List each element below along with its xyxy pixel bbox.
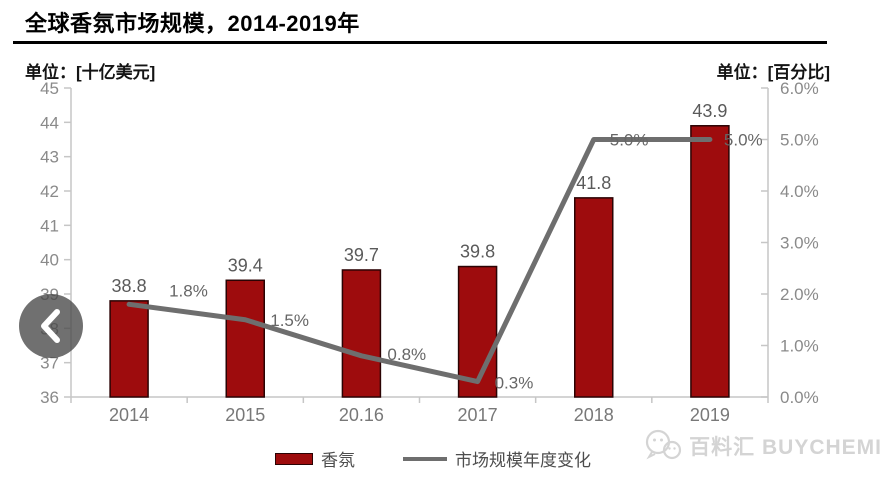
bar-value-label: 41.8 [576,173,611,193]
right-axis-tick-label: 2.0% [780,285,819,304]
unit-label-right: 单位：[百分比] [716,63,830,82]
left-axis-tick-label: 41 [40,216,59,235]
left-axis-tick-label: 45 [40,79,59,98]
chart-title: 全球香氛市场规模，2014-2019年 [25,11,360,36]
bar-value-label: 43.9 [692,101,727,121]
x-axis-category-label: 2014 [109,405,149,425]
line-point-label: 5.0% [724,131,763,150]
right-axis-tick-label: 1.0% [780,337,819,356]
right-axis-tick-label: 0.0% [780,388,819,407]
left-axis-tick-label: 42 [40,182,59,201]
bar-value-label: 38.8 [112,276,147,296]
line-point-label: 5.0% [610,131,649,150]
left-axis-tick-label: 44 [40,113,59,132]
left-axis-tick-label: 37 [40,354,59,373]
x-axis-category-label: 2019 [690,405,730,425]
bar-series-swatch [275,452,313,465]
left-axis-tick-label: 36 [40,388,59,407]
legend-item-bar-series: 香氛 [275,446,355,471]
units-row: 单位：[十亿美元] 单位：[百分比] [25,58,830,83]
growth-rate-line [126,137,713,385]
bar-value-label: 39.4 [228,255,263,275]
chat-bubbles-icon [646,429,682,460]
bar-2015 [225,279,265,398]
x-axis-category-label: 20.16 [339,405,384,425]
right-axis-tick-label: 4.0% [780,182,819,201]
bar-2019 [690,125,730,398]
x-axis-category-label: 2017 [458,405,498,425]
legend-label: 市场规模年度变化 [455,451,591,470]
left-axis-tick-label: 43 [40,148,59,167]
left-axis-tick-label: 40 [40,251,59,270]
x-axis-category-label: 2015 [225,405,265,425]
carousel-prev-button[interactable] [19,294,83,358]
bar-20.16 [341,269,382,398]
chevron-left-icon [41,309,60,343]
bar-value-label: 39.8 [460,242,495,262]
watermark-text: 百料汇 BUYCHEMI [689,436,882,459]
unit-label-left: 单位：[十亿美元] [25,63,156,82]
line-point-label: 0.8% [387,345,426,364]
line-point-label: 1.5% [270,311,309,330]
line-point-label: 0.3% [495,374,534,393]
line-point-label: 1.8% [169,281,208,300]
line-series-swatch [403,456,447,461]
right-axis-tick-label: 6.0% [780,79,819,98]
bar-value-label: 39.7 [344,245,379,265]
right-axis-tick-label: 5.0% [780,131,819,150]
bar-2014 [109,300,149,398]
right-axis-tick-label: 3.0% [780,234,819,253]
title-underline [13,41,827,44]
legend-label: 香氛 [321,451,355,470]
legend-item-line-series: 市场规模年度变化 [403,446,591,471]
watermark-logo: 百料汇 BUYCHEMI [643,429,882,463]
x-axis-category-label: 2018 [574,405,614,425]
bar-2018 [574,197,614,398]
bar-2017 [457,265,498,398]
chart-legend: 香氛 市场规模年度变化 [0,446,878,471]
